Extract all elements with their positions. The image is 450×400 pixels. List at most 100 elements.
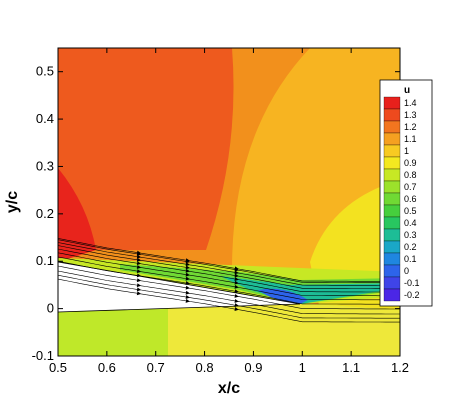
streamline-arrow	[136, 254, 142, 259]
field-contours	[58, 48, 400, 356]
streamline-arrow	[234, 273, 239, 278]
streamline-arrow	[185, 268, 190, 273]
legend-swatch	[383, 120, 401, 134]
streamline-arrow	[136, 291, 142, 296]
streamline-arrow	[234, 289, 239, 294]
y-tick-label: 0.2	[36, 206, 54, 221]
streamline	[58, 256, 400, 301]
x-axis-label: x/c	[218, 380, 240, 397]
legend-level-label: 0	[404, 266, 409, 276]
y-tick-label: 0.1	[36, 253, 54, 268]
region-leading-edge-peak	[58, 168, 96, 262]
legend-level-label: 1	[404, 146, 409, 156]
legend-level-label: 1.3	[404, 110, 417, 120]
y-axis: -0.1 0 0.1 0.2 0.3 0.4 0.5	[32, 64, 400, 363]
airfoil	[58, 262, 300, 312]
x-axis: 0.5 0.6 0.7 0.8 0.9 1 1.1 1.2	[49, 48, 409, 375]
streamline	[58, 245, 400, 289]
legend-level-label: 0.6	[404, 194, 417, 204]
legend-level-label: 0.7	[404, 182, 417, 192]
streamline-arrow	[136, 287, 142, 292]
streamline-arrow	[136, 250, 142, 255]
legend-swatch	[383, 204, 401, 218]
legend: u 1.4 1.3 1.2 1.1 1 0.9 0.8 0.7 0.6 0.5 0.4 0.3 0.2 0…	[379, 79, 433, 307]
streamline-arrow	[185, 298, 190, 303]
x-tick-label: 0.9	[244, 360, 262, 375]
legend-level-label: 0.5	[404, 206, 417, 216]
streamline	[58, 252, 400, 297]
legend-title: u	[404, 85, 410, 96]
legend-swatch	[383, 264, 401, 278]
streamline	[58, 248, 400, 293]
region-boundary-layer-inner	[220, 276, 400, 304]
streamline-arrow	[136, 265, 142, 269]
streamline-arrow	[185, 258, 190, 263]
streamline-arrow	[185, 290, 190, 295]
legend-swatch	[383, 144, 401, 158]
region-separation-bubble	[258, 288, 308, 304]
streamline	[58, 238, 400, 282]
streamline-arrow	[234, 270, 239, 275]
legend-swatch	[383, 228, 401, 242]
y-tick-label: 0	[47, 301, 54, 316]
streamline-arrow	[185, 265, 190, 270]
x-tick-label: 0.7	[147, 360, 165, 375]
streamline-arrow	[185, 295, 190, 299]
legend-swatch	[383, 216, 401, 230]
streamline-arrow	[136, 261, 142, 266]
streamline-arrow	[234, 266, 239, 271]
legend-level-label: 0.2	[404, 242, 417, 252]
streamline	[58, 261, 400, 305]
streamline-arrow	[136, 283, 142, 288]
streamline-arrow	[185, 285, 190, 290]
y-axis-label: y/c	[4, 191, 21, 213]
legend-swatch	[383, 288, 401, 302]
streamlines	[58, 238, 400, 323]
legend-swatch	[383, 132, 401, 146]
legend-level-label: 1.2	[404, 122, 417, 132]
x-tick-label: 1	[299, 360, 306, 375]
legend-swatch	[383, 276, 401, 290]
streamline-arrow	[136, 269, 142, 274]
streamline-arrow	[136, 257, 142, 262]
streamline-arrow	[234, 307, 239, 311]
streamline	[58, 265, 400, 310]
streamline	[58, 270, 400, 315]
x-tick-label: 1.2	[391, 360, 409, 375]
legend-level-label: 0.4	[404, 218, 417, 228]
y-tick-label: 0.5	[36, 64, 54, 79]
legend-swatch	[383, 252, 401, 266]
streamline-arrow	[234, 298, 239, 303]
y-tick-label: -0.1	[32, 348, 54, 363]
legend-swatch	[383, 108, 401, 122]
legend-level-label: 0.8	[404, 170, 417, 180]
x-tick-label: 0.5	[49, 360, 67, 375]
streamline-arrow	[185, 281, 190, 285]
legend-swatch	[383, 180, 401, 194]
streamline	[58, 278, 400, 323]
streamline-arrow	[185, 262, 190, 267]
streamline-arrow	[185, 272, 190, 277]
legend-level-label: 0.1	[404, 254, 417, 264]
streamline-arrow	[234, 277, 239, 281]
region-lower-mid	[168, 303, 400, 356]
streamline-arrow	[234, 280, 239, 285]
legend-swatch	[383, 168, 401, 182]
region-upper-left-lobe	[58, 48, 234, 250]
streamline	[58, 242, 400, 286]
x-tick-label: 0.8	[196, 360, 214, 375]
streamline-arrow	[234, 293, 239, 298]
streamline-arrow	[136, 273, 142, 278]
streamline-arrow	[234, 284, 239, 289]
streamline	[58, 274, 400, 319]
streamline-arrow	[234, 303, 239, 308]
streamline-arrow	[185, 276, 190, 281]
streamline-arrow	[136, 278, 142, 283]
y-tick-label: 0.3	[36, 158, 54, 173]
legend-swatch	[383, 192, 401, 206]
x-tick-label: 1.1	[342, 360, 360, 375]
legend-level-label: -0.1	[404, 278, 420, 288]
streamline	[58, 239, 400, 283]
legend-level-label: 0.3	[404, 230, 417, 240]
